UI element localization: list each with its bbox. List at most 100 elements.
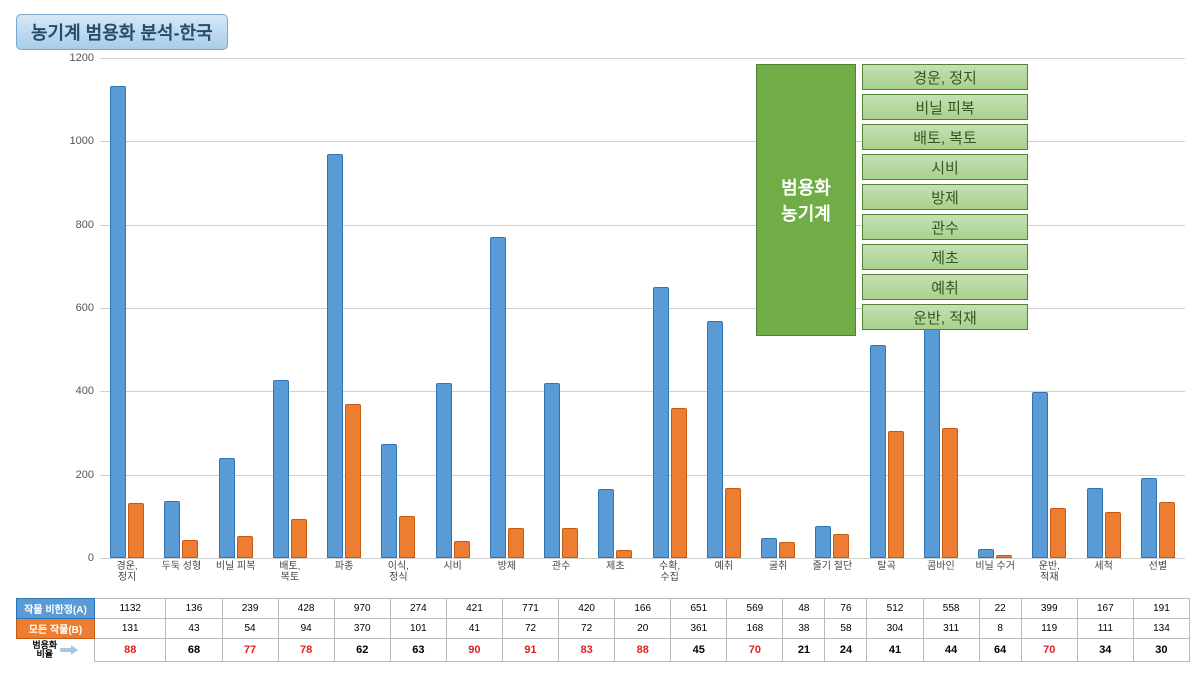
bar-series-b — [508, 528, 524, 558]
overlay-list-item: 제초 — [862, 244, 1028, 270]
bar-group — [1022, 392, 1076, 558]
cell-value-b: 361 — [671, 619, 727, 639]
bar-group — [751, 538, 805, 558]
bar-series-a — [436, 383, 452, 558]
bar-series-b — [1105, 512, 1121, 558]
cell-ratio: 44 — [923, 639, 979, 662]
bar-series-b — [399, 516, 415, 558]
bar-series-a — [761, 538, 777, 558]
cell-value-a: 399 — [1021, 599, 1077, 619]
bar-series-b — [1159, 502, 1175, 558]
overlay-list-item: 경운, 정지 — [862, 64, 1028, 90]
row-header-b: 모든 작물(B) — [17, 619, 95, 639]
cell-value-a: 239 — [222, 599, 278, 619]
bar-series-a — [815, 526, 831, 558]
cell-value-a: 569 — [727, 599, 783, 619]
bar-series-b — [996, 555, 1012, 558]
cell-value-a: 428 — [278, 599, 334, 619]
cell-ratio: 63 — [390, 639, 446, 662]
cell-value-a: 167 — [1077, 599, 1133, 619]
cell-value-a: 48 — [783, 599, 825, 619]
bar-series-a — [381, 444, 397, 558]
x-tick-label: 탈곡 — [860, 561, 914, 572]
cell-value-a: 771 — [502, 599, 558, 619]
x-tick-label: 배토, 복토 — [263, 561, 317, 583]
cell-value-b: 54 — [222, 619, 278, 639]
x-tick-label: 방제 — [480, 561, 534, 572]
x-tick-label: 줄기 절단 — [805, 561, 859, 572]
overlay-panel: 범용화 농기계 경운, 정지비닐 피복배토, 복토시비방제관수제초예취운반, 적… — [756, 64, 1028, 336]
bar-series-b — [128, 503, 144, 558]
bar-series-a — [978, 549, 994, 558]
y-tick-label: 1000 — [54, 135, 94, 147]
bar-group — [154, 501, 208, 558]
cell-value-b: 311 — [923, 619, 979, 639]
bar-group — [1131, 478, 1185, 558]
cell-value-a: 970 — [334, 599, 390, 619]
y-tick-label: 200 — [54, 469, 94, 481]
x-tick-label: 예취 — [697, 561, 751, 572]
x-tick-label: 굴취 — [751, 561, 805, 572]
cell-ratio: 77 — [222, 639, 278, 662]
ratio-row-label: 범용화 비율 — [17, 641, 95, 659]
cell-value-b: 370 — [334, 619, 390, 639]
bar-series-b — [182, 540, 198, 558]
bar-group — [697, 321, 751, 558]
cell-ratio: 64 — [979, 639, 1021, 662]
cell-value-a: 558 — [923, 599, 979, 619]
cell-value-b: 101 — [390, 619, 446, 639]
x-tick-label: 이식, 정식 — [371, 561, 425, 583]
y-tick-label: 400 — [54, 385, 94, 397]
bar-series-a — [490, 237, 506, 558]
chart-area: 경운, 정지두둑 성형비닐 피복배토, 복토파종이식, 정식시비방제관수제초수확… — [10, 58, 1190, 598]
x-tick-label: 시비 — [426, 561, 480, 572]
bar-series-b — [1050, 508, 1066, 558]
bar-series-b — [833, 534, 849, 558]
cell-ratio: 88 — [615, 639, 671, 662]
overlay-list: 경운, 정지비닐 피복배토, 복토시비방제관수제초예취운반, 적재 — [862, 64, 1028, 336]
cell-ratio: 34 — [1077, 639, 1133, 662]
cell-value-a: 76 — [825, 599, 867, 619]
bar-series-a — [1087, 488, 1103, 558]
x-tick-label: 비닐 피복 — [209, 561, 263, 572]
bar-series-a — [327, 154, 343, 558]
bar-series-a — [219, 458, 235, 558]
cell-value-b: 20 — [615, 619, 671, 639]
bar-series-b — [671, 408, 687, 558]
cell-ratio: 62 — [334, 639, 390, 662]
overlay-list-item: 비닐 피복 — [862, 94, 1028, 120]
bar-series-b — [725, 488, 741, 558]
overlay-list-item: 배토, 복토 — [862, 124, 1028, 150]
bar-group — [1077, 488, 1131, 558]
cell-value-b: 72 — [502, 619, 558, 639]
bar-series-b — [562, 528, 578, 558]
bar-series-a — [1032, 392, 1048, 558]
cell-value-b: 111 — [1077, 619, 1133, 639]
overlay-list-item: 방제 — [862, 184, 1028, 210]
bar-series-a — [653, 287, 669, 558]
y-tick-label: 0 — [54, 552, 94, 564]
y-tick-label: 800 — [54, 219, 94, 231]
bar-group — [534, 383, 588, 558]
bar-group — [968, 549, 1022, 558]
x-tick-label: 운반, 적재 — [1022, 561, 1076, 583]
overlay-list-item: 시비 — [862, 154, 1028, 180]
x-tick-label: 파종 — [317, 561, 371, 572]
cell-value-a: 136 — [166, 599, 222, 619]
y-tick-label: 1200 — [54, 52, 94, 64]
bar-series-a — [110, 86, 126, 558]
cell-ratio: 91 — [502, 639, 558, 662]
bar-group — [480, 237, 534, 558]
bar-series-b — [616, 550, 632, 558]
cell-ratio: 88 — [95, 639, 166, 662]
bar-series-a — [870, 345, 886, 558]
cell-value-a: 274 — [390, 599, 446, 619]
bar-series-a — [164, 501, 180, 558]
x-tick-label: 세척 — [1077, 561, 1131, 572]
bar-group — [317, 154, 371, 558]
cell-ratio: 70 — [727, 639, 783, 662]
cell-value-b: 58 — [825, 619, 867, 639]
cell-ratio: 83 — [559, 639, 615, 662]
cell-ratio: 90 — [446, 639, 502, 662]
cell-value-a: 166 — [615, 599, 671, 619]
